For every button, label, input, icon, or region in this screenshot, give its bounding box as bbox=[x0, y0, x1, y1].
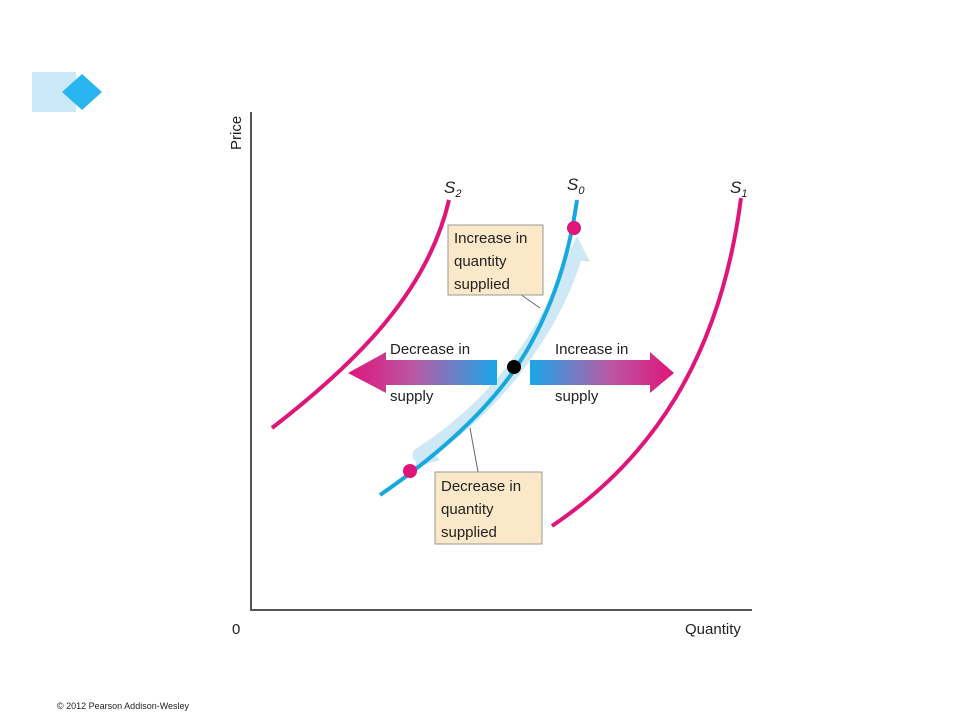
x-axis-label: Quantity bbox=[685, 621, 741, 638]
s1-label: S1 bbox=[730, 178, 747, 200]
upper-point-on-s0 bbox=[567, 221, 581, 235]
decrease-supply-label-line2: supply bbox=[390, 388, 434, 405]
origin-label: 0 bbox=[232, 621, 240, 638]
increase-supply-label-line2: supply bbox=[555, 388, 599, 405]
increase-qs-line3: supplied bbox=[454, 276, 510, 293]
copyright-notice: © 2012 Pearson Addison-Wesley bbox=[57, 701, 190, 711]
equilibrium-point bbox=[507, 360, 521, 374]
decrease-qs-line1: Decrease in bbox=[441, 478, 521, 495]
s2-label: S2 bbox=[444, 178, 461, 200]
slide-diamond-icon bbox=[32, 72, 102, 112]
supply-curve-s0 bbox=[378, 199, 579, 497]
increase-supply-label-line1: Increase in bbox=[555, 341, 628, 358]
increase-qs-line2: quantity bbox=[454, 253, 507, 270]
increase-qs-line1: Increase in bbox=[454, 230, 527, 247]
decrease-supply-label-line1: Decrease in bbox=[390, 341, 470, 358]
decrease-qs-leader bbox=[469, 427, 479, 473]
supply-curve-s2 bbox=[270, 199, 451, 430]
decrease-qs-line3: supplied bbox=[441, 524, 497, 541]
supply-curve-s1 bbox=[550, 197, 743, 528]
arrowhead-down-along-curve bbox=[414, 442, 440, 468]
decrease-quantity-supplied-box: Decrease in quantity supplied bbox=[434, 471, 543, 545]
lower-point-on-s0 bbox=[403, 464, 417, 478]
increase-in-supply-arrow bbox=[530, 352, 674, 393]
arrowhead-up-along-curve bbox=[566, 236, 590, 262]
increase-quantity-supplied-box: Increase in quantity supplied bbox=[447, 224, 544, 296]
y-axis-label: Price bbox=[228, 116, 245, 150]
decrease-in-supply-arrow bbox=[348, 352, 497, 393]
decrease-qs-line2: quantity bbox=[441, 501, 494, 518]
s0-label: S0 bbox=[567, 175, 585, 197]
